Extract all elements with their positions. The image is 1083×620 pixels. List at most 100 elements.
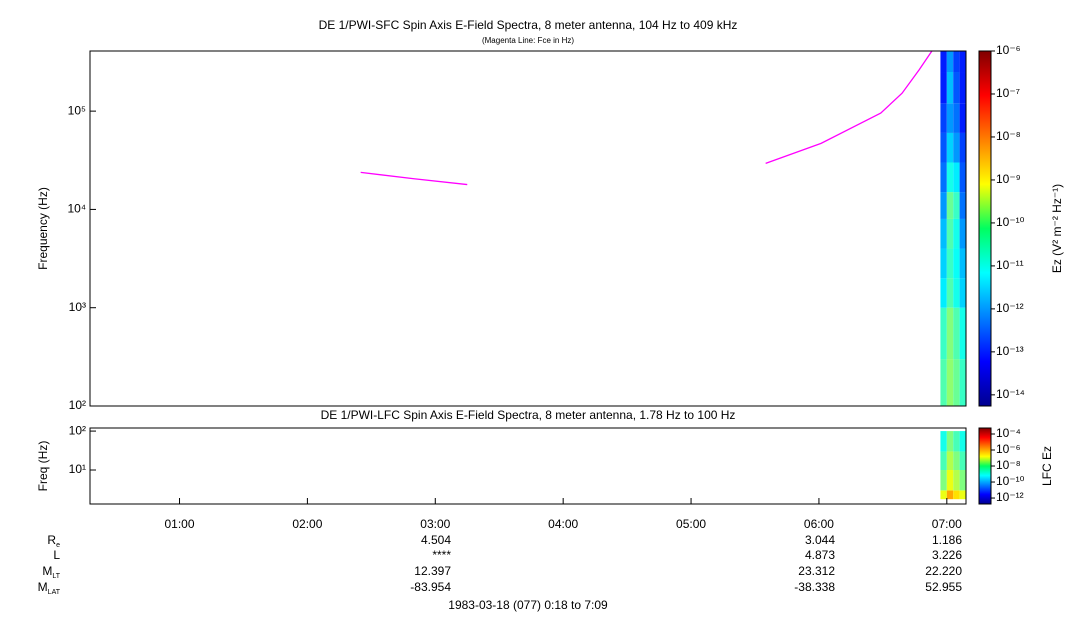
spectrogram-cell xyxy=(953,470,960,491)
colorbar-tick-label: 10⁻¹² xyxy=(996,301,1024,315)
colorbar-tick-label: 10⁻¹⁰ xyxy=(996,474,1025,488)
colorbar-tick-label: 10⁻⁷ xyxy=(996,86,1020,100)
spectrogram-cell xyxy=(940,307,947,360)
colorbar-label: LFC Ez xyxy=(1040,446,1054,486)
spectrogram-cell xyxy=(959,162,966,193)
spectrogram-cell xyxy=(959,192,966,219)
spectrogram-cell xyxy=(959,218,966,249)
y-tick-label: 10³ xyxy=(69,300,86,314)
x-tick-label: 06:00 xyxy=(804,517,834,531)
x-tick-label: 01:00 xyxy=(165,517,195,531)
footer: 1983-03-18 (077) 0:18 to 7:09 xyxy=(448,598,608,612)
spectrogram-cell xyxy=(953,103,960,133)
spectrogram-cell xyxy=(959,132,966,163)
spectrogram-cell xyxy=(953,218,960,249)
spectrogram-cell xyxy=(953,359,960,406)
spectrogram-cell xyxy=(959,431,966,452)
spectrogram-cell xyxy=(946,490,954,500)
ephemeris-value: 12.397 xyxy=(414,564,451,578)
spectrogram-cell xyxy=(959,451,966,471)
panel-title: DE 1/PWI-LFC Spin Axis E-Field Spectra, … xyxy=(321,408,736,422)
spectrogram-cell xyxy=(946,103,954,133)
spectrogram-cell xyxy=(940,72,947,104)
spectrogram-cell xyxy=(959,490,966,500)
spectrogram-cell xyxy=(940,431,947,452)
spectrogram-cell xyxy=(946,431,954,452)
ephemeris-value: 3.044 xyxy=(805,533,835,547)
x-tick-label: 03:00 xyxy=(420,517,450,531)
x-tick-label: 04:00 xyxy=(548,517,578,531)
spectrogram-cell xyxy=(953,451,960,471)
spectrogram-cell xyxy=(953,51,960,73)
ephemeris-value: 52.955 xyxy=(925,580,962,594)
ephemeris-value: 4.504 xyxy=(421,533,451,547)
spectrogram-cell xyxy=(953,192,960,219)
plot-frame xyxy=(89,50,967,407)
plot-frame xyxy=(89,427,967,505)
chart-title: DE 1/PWI-SFC Spin Axis E-Field Spectra, … xyxy=(319,18,738,32)
ephemeris-label: MLAT xyxy=(38,580,61,596)
ephemeris-value: 4.873 xyxy=(805,548,835,562)
spectrogram-cell xyxy=(959,307,966,360)
colorbar-tick-label: 10⁻⁸ xyxy=(996,458,1021,472)
spectrogram-cell xyxy=(946,218,954,249)
spectrogram-cell xyxy=(959,72,966,104)
colorbar-tick-label: 10⁻¹³ xyxy=(996,344,1024,358)
spectrogram-cell xyxy=(946,51,954,73)
y-axis-label: Freq (Hz) xyxy=(36,441,50,492)
spectrogram-cell xyxy=(946,192,954,219)
spectrogram-cell xyxy=(959,359,966,406)
fce-line xyxy=(360,50,933,186)
colorbar-tick-label: 10⁻¹⁰ xyxy=(996,215,1025,229)
colorbar-tick-label: 10⁻⁶ xyxy=(996,43,1021,57)
spectrogram-cell xyxy=(946,162,954,193)
spectrogram-cell xyxy=(946,72,954,104)
ephemeris-label-sub: LT xyxy=(52,573,60,580)
spectrogram-cell xyxy=(959,103,966,133)
ephemeris-value: **** xyxy=(432,548,451,562)
y-tick-label: 10² xyxy=(69,398,86,412)
spectrogram-cell xyxy=(946,248,954,279)
chart-subtitle: (Magenta Line: Fce in Hz) xyxy=(482,36,574,45)
ephemeris-label-sub: LAT xyxy=(48,589,61,596)
spectrogram-cell xyxy=(953,490,960,500)
spectrogram-cell xyxy=(946,470,954,491)
ephemeris-value: 23.312 xyxy=(798,564,835,578)
spectrogram-cell xyxy=(953,278,960,308)
colorbar-tick-label: 10⁻⁸ xyxy=(996,129,1021,143)
spectrogram-cell xyxy=(940,51,947,73)
ephemeris-label-main: R xyxy=(47,533,56,547)
colorbar-tick-label: 10⁻¹² xyxy=(996,490,1024,504)
spectrogram-cell xyxy=(953,431,960,452)
spectrogram-cell xyxy=(953,248,960,279)
spectrogram-cell xyxy=(959,248,966,279)
spectrogram-cell xyxy=(940,451,947,471)
spectrogram-cell xyxy=(946,451,954,471)
spectrogram-cell xyxy=(946,359,954,406)
spectrogram-cell xyxy=(959,278,966,308)
spectrogram-cell xyxy=(940,248,947,279)
spectrogram-cell xyxy=(940,470,947,491)
colorbar-tick-label: 10⁻⁴ xyxy=(996,426,1021,440)
spectrogram-cell xyxy=(940,218,947,249)
ephemeris-label: Re xyxy=(47,533,60,549)
spectrogram-cell xyxy=(940,490,947,500)
ephemeris-label: MLT xyxy=(42,564,60,580)
spectrogram-cell xyxy=(946,307,954,360)
spectrogram-cell xyxy=(946,132,954,163)
ephemeris-label: L xyxy=(53,548,60,562)
ephemeris-label-sub: e xyxy=(56,542,60,549)
spectrogram-cell xyxy=(953,162,960,193)
ephemeris-label-main: M xyxy=(42,564,52,578)
y-tick-label: 10² xyxy=(69,423,86,437)
ephemeris-value: 1.186 xyxy=(932,533,962,547)
spectrogram-cell xyxy=(946,278,954,308)
spectrogram-cell xyxy=(940,103,947,133)
x-tick-label: 02:00 xyxy=(292,517,322,531)
ephemeris-value: 3.226 xyxy=(932,548,962,562)
colorbar-tick-label: 10⁻¹⁴ xyxy=(996,387,1025,401)
colorbar xyxy=(978,50,992,407)
colorbar-label: Ez (V² m⁻² Hz⁻¹) xyxy=(1050,184,1064,273)
spectrogram-cell xyxy=(953,72,960,104)
colorbar-tick-label: 10⁻¹¹ xyxy=(996,258,1024,272)
